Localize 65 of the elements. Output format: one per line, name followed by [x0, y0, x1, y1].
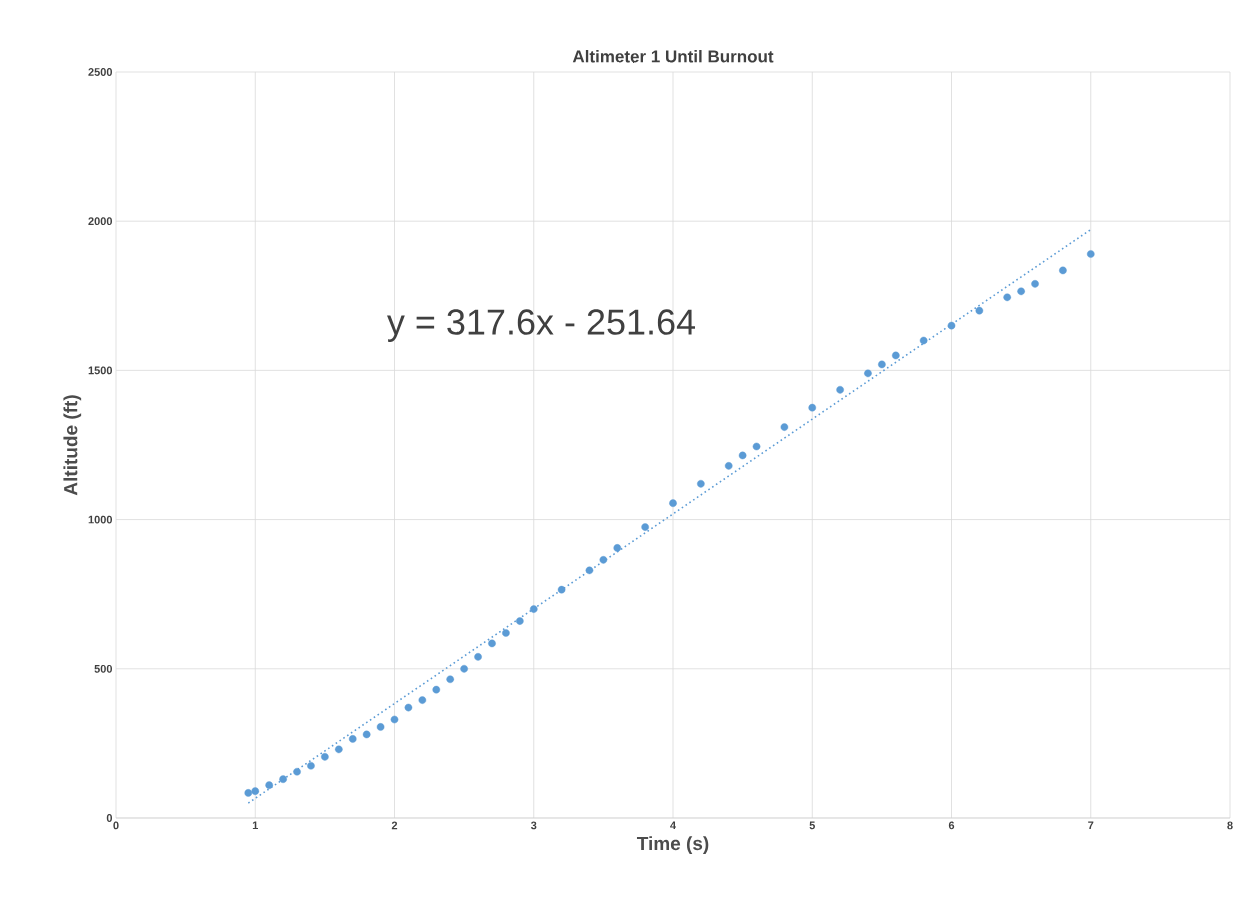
point [1003, 293, 1012, 302]
point [585, 566, 594, 575]
point [836, 385, 844, 394]
x-axis-title: Time (s) [636, 836, 709, 854]
x-tick-label: 8 [1227, 821, 1233, 830]
point [446, 675, 455, 684]
y-axis-title: Altitude (ft) [63, 395, 82, 496]
point [641, 523, 649, 531]
point [752, 442, 761, 451]
point [975, 306, 984, 315]
point [1031, 280, 1039, 288]
point [279, 775, 287, 783]
point [919, 336, 928, 345]
point [864, 369, 872, 378]
point [404, 703, 413, 712]
point [1059, 266, 1067, 275]
point [293, 767, 301, 776]
point [892, 351, 900, 360]
point [418, 696, 427, 704]
point [669, 499, 677, 507]
point [335, 745, 343, 754]
point [390, 715, 399, 724]
point [376, 723, 385, 731]
point [738, 451, 747, 460]
x-tick-label: 7 [1088, 821, 1094, 830]
point [307, 761, 315, 770]
x-tick-label: 6 [948, 821, 955, 830]
y-tick-label: 500 [94, 664, 113, 673]
point [947, 321, 956, 330]
point [432, 685, 441, 694]
point [724, 462, 733, 470]
point [808, 403, 817, 412]
point [348, 735, 357, 743]
point [613, 544, 622, 552]
point [265, 781, 273, 789]
point [488, 639, 496, 648]
point [1086, 250, 1095, 258]
point [502, 629, 510, 637]
x-tick-label: 2 [391, 821, 398, 830]
point [244, 789, 253, 797]
point [878, 360, 886, 369]
point [780, 423, 789, 431]
point [529, 605, 538, 613]
point [321, 753, 329, 761]
y-tick-label: 1500 [88, 366, 113, 375]
point [557, 585, 566, 594]
point [697, 479, 705, 488]
y-tick-label: 0 [106, 814, 113, 822]
x-tick-label: 5 [809, 821, 815, 830]
point [599, 556, 608, 564]
x-tick-label: 0 [113, 821, 119, 830]
annotation: y = 317.6x - 251.64 [387, 309, 696, 342]
y-tick-label: 2500 [88, 68, 113, 76]
point [460, 664, 468, 673]
point [474, 653, 482, 661]
point [516, 617, 524, 625]
y-tick-label: 1000 [88, 515, 113, 524]
x-tick-label: 3 [530, 821, 537, 830]
chart-title: Altimeter 1 Until Burnout [572, 49, 774, 63]
x-tick-label: 1 [252, 821, 258, 830]
point [1017, 287, 1025, 296]
y-tick-label: 2000 [88, 217, 113, 226]
x-tick-label: 4 [670, 821, 676, 830]
point [362, 730, 371, 739]
point [251, 787, 260, 795]
